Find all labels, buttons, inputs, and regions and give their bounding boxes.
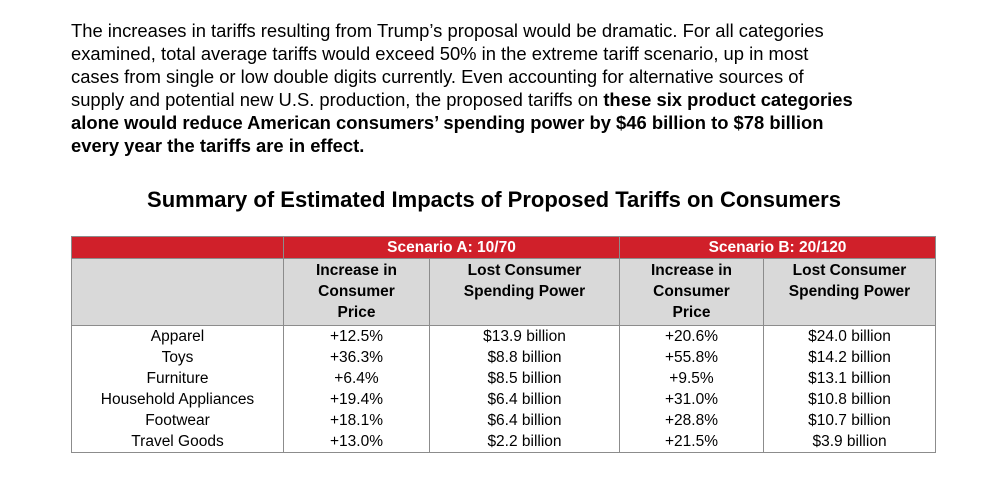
column-header-row: Increase in Consumer Price Lost Consumer… [71,258,937,326]
b-power-cell: $24.0 billion [762,325,937,347]
b-price-cell: +21.5% [619,431,764,453]
header-a-power: Lost Consumer Spending Power [429,258,620,326]
scenario-a-header: Scenario A: 10/70 [283,236,620,259]
header-b-price: Increase in Consumer Price [619,258,764,326]
table-title: Summary of Estimated Impacts of Proposed… [147,187,841,212]
a-power-cell: $13.9 billion [429,325,620,347]
table-row: Apparel +12.5% $13.9 billion +20.6% $24.… [71,325,937,347]
intro-line-4: supply and potential new U.S. production… [71,88,951,111]
table-row: Travel Goods +13.0% $2.2 billion +21.5% … [71,431,937,453]
intro-line-5: alone would reduce American consumers’ s… [71,111,951,134]
category-cell: Apparel [71,325,284,347]
b-power-cell: $10.8 billion [762,389,937,410]
intro-line-3: cases from single or low double digits c… [71,66,804,87]
b-price-cell: +31.0% [619,389,764,410]
b-power-cell: $13.1 billion [762,368,937,389]
category-cell: Footwear [71,410,284,431]
a-price-cell: +6.4% [283,368,430,389]
a-price-cell: +36.3% [283,347,430,368]
header-b-power: Lost Consumer Spending Power [762,258,937,326]
category-cell: Household Appliances [71,389,284,410]
a-power-cell: $2.2 billion [429,431,620,453]
column-header-blank [71,258,284,326]
scenario-b-header: Scenario B: 20/120 [618,236,937,259]
a-price-cell: +13.0% [283,431,430,453]
a-power-cell: $8.5 billion [429,368,620,389]
summary-table: Scenario A: 10/70 Scenario B: 20/120 Inc… [71,236,937,453]
scenario-header-row: Scenario A: 10/70 Scenario B: 20/120 [71,236,937,259]
a-power-cell: $8.8 billion [429,347,620,368]
b-power-cell: $10.7 billion [762,410,937,431]
a-power-cell: $6.4 billion [429,389,620,410]
header-b-power-label: Lost Consumer Spending Power [788,262,911,300]
table-row: Furniture +6.4% $8.5 billion +9.5% $13.1… [71,368,937,389]
a-price-cell: +18.1% [283,410,430,431]
category-cell: Toys [71,347,284,368]
intro-line-6-bold: every year the tariffs are in effect. [71,135,365,156]
b-price-cell: +9.5% [619,368,764,389]
intro-line-2: examined, total average tariffs would ex… [71,43,809,64]
header-b-price-label: Increase in Consumer Price [651,262,732,321]
category-cell: Travel Goods [71,431,284,453]
a-price-cell: +12.5% [283,325,430,347]
b-price-cell: +28.8% [619,410,764,431]
table-row: Household Appliances +19.4% $6.4 billion… [71,389,937,410]
a-power-cell: $6.4 billion [429,410,620,431]
intro-line-4-normal: supply and potential new U.S. production… [71,89,604,110]
intro-line-6: every year the tariffs are in effect. [71,134,951,157]
b-power-cell: $14.2 billion [762,347,937,368]
table-row: Toys +36.3% $8.8 billion +55.8% $14.2 bi… [71,347,937,368]
header-a-price-label: Increase in Consumer Price [316,262,397,321]
scenario-header-blank [71,236,284,259]
b-price-cell: +20.6% [619,325,764,347]
a-price-cell: +19.4% [283,389,430,410]
table-row: Footwear +18.1% $6.4 billion +28.8% $10.… [71,410,937,431]
intro-paragraph: The increases in tariffs resulting from … [71,19,951,157]
b-price-cell: +55.8% [619,347,764,368]
header-a-power-label: Lost Consumer Spending Power [463,262,586,300]
intro-line-5-bold: alone would reduce American consumers’ s… [71,112,824,133]
b-power-cell: $3.9 billion [762,431,937,453]
category-cell: Furniture [71,368,284,389]
intro-line-1: The increases in tariffs resulting from … [71,20,824,41]
intro-line-4-bold: these six product categories [603,89,853,110]
header-a-price: Increase in Consumer Price [283,258,430,326]
